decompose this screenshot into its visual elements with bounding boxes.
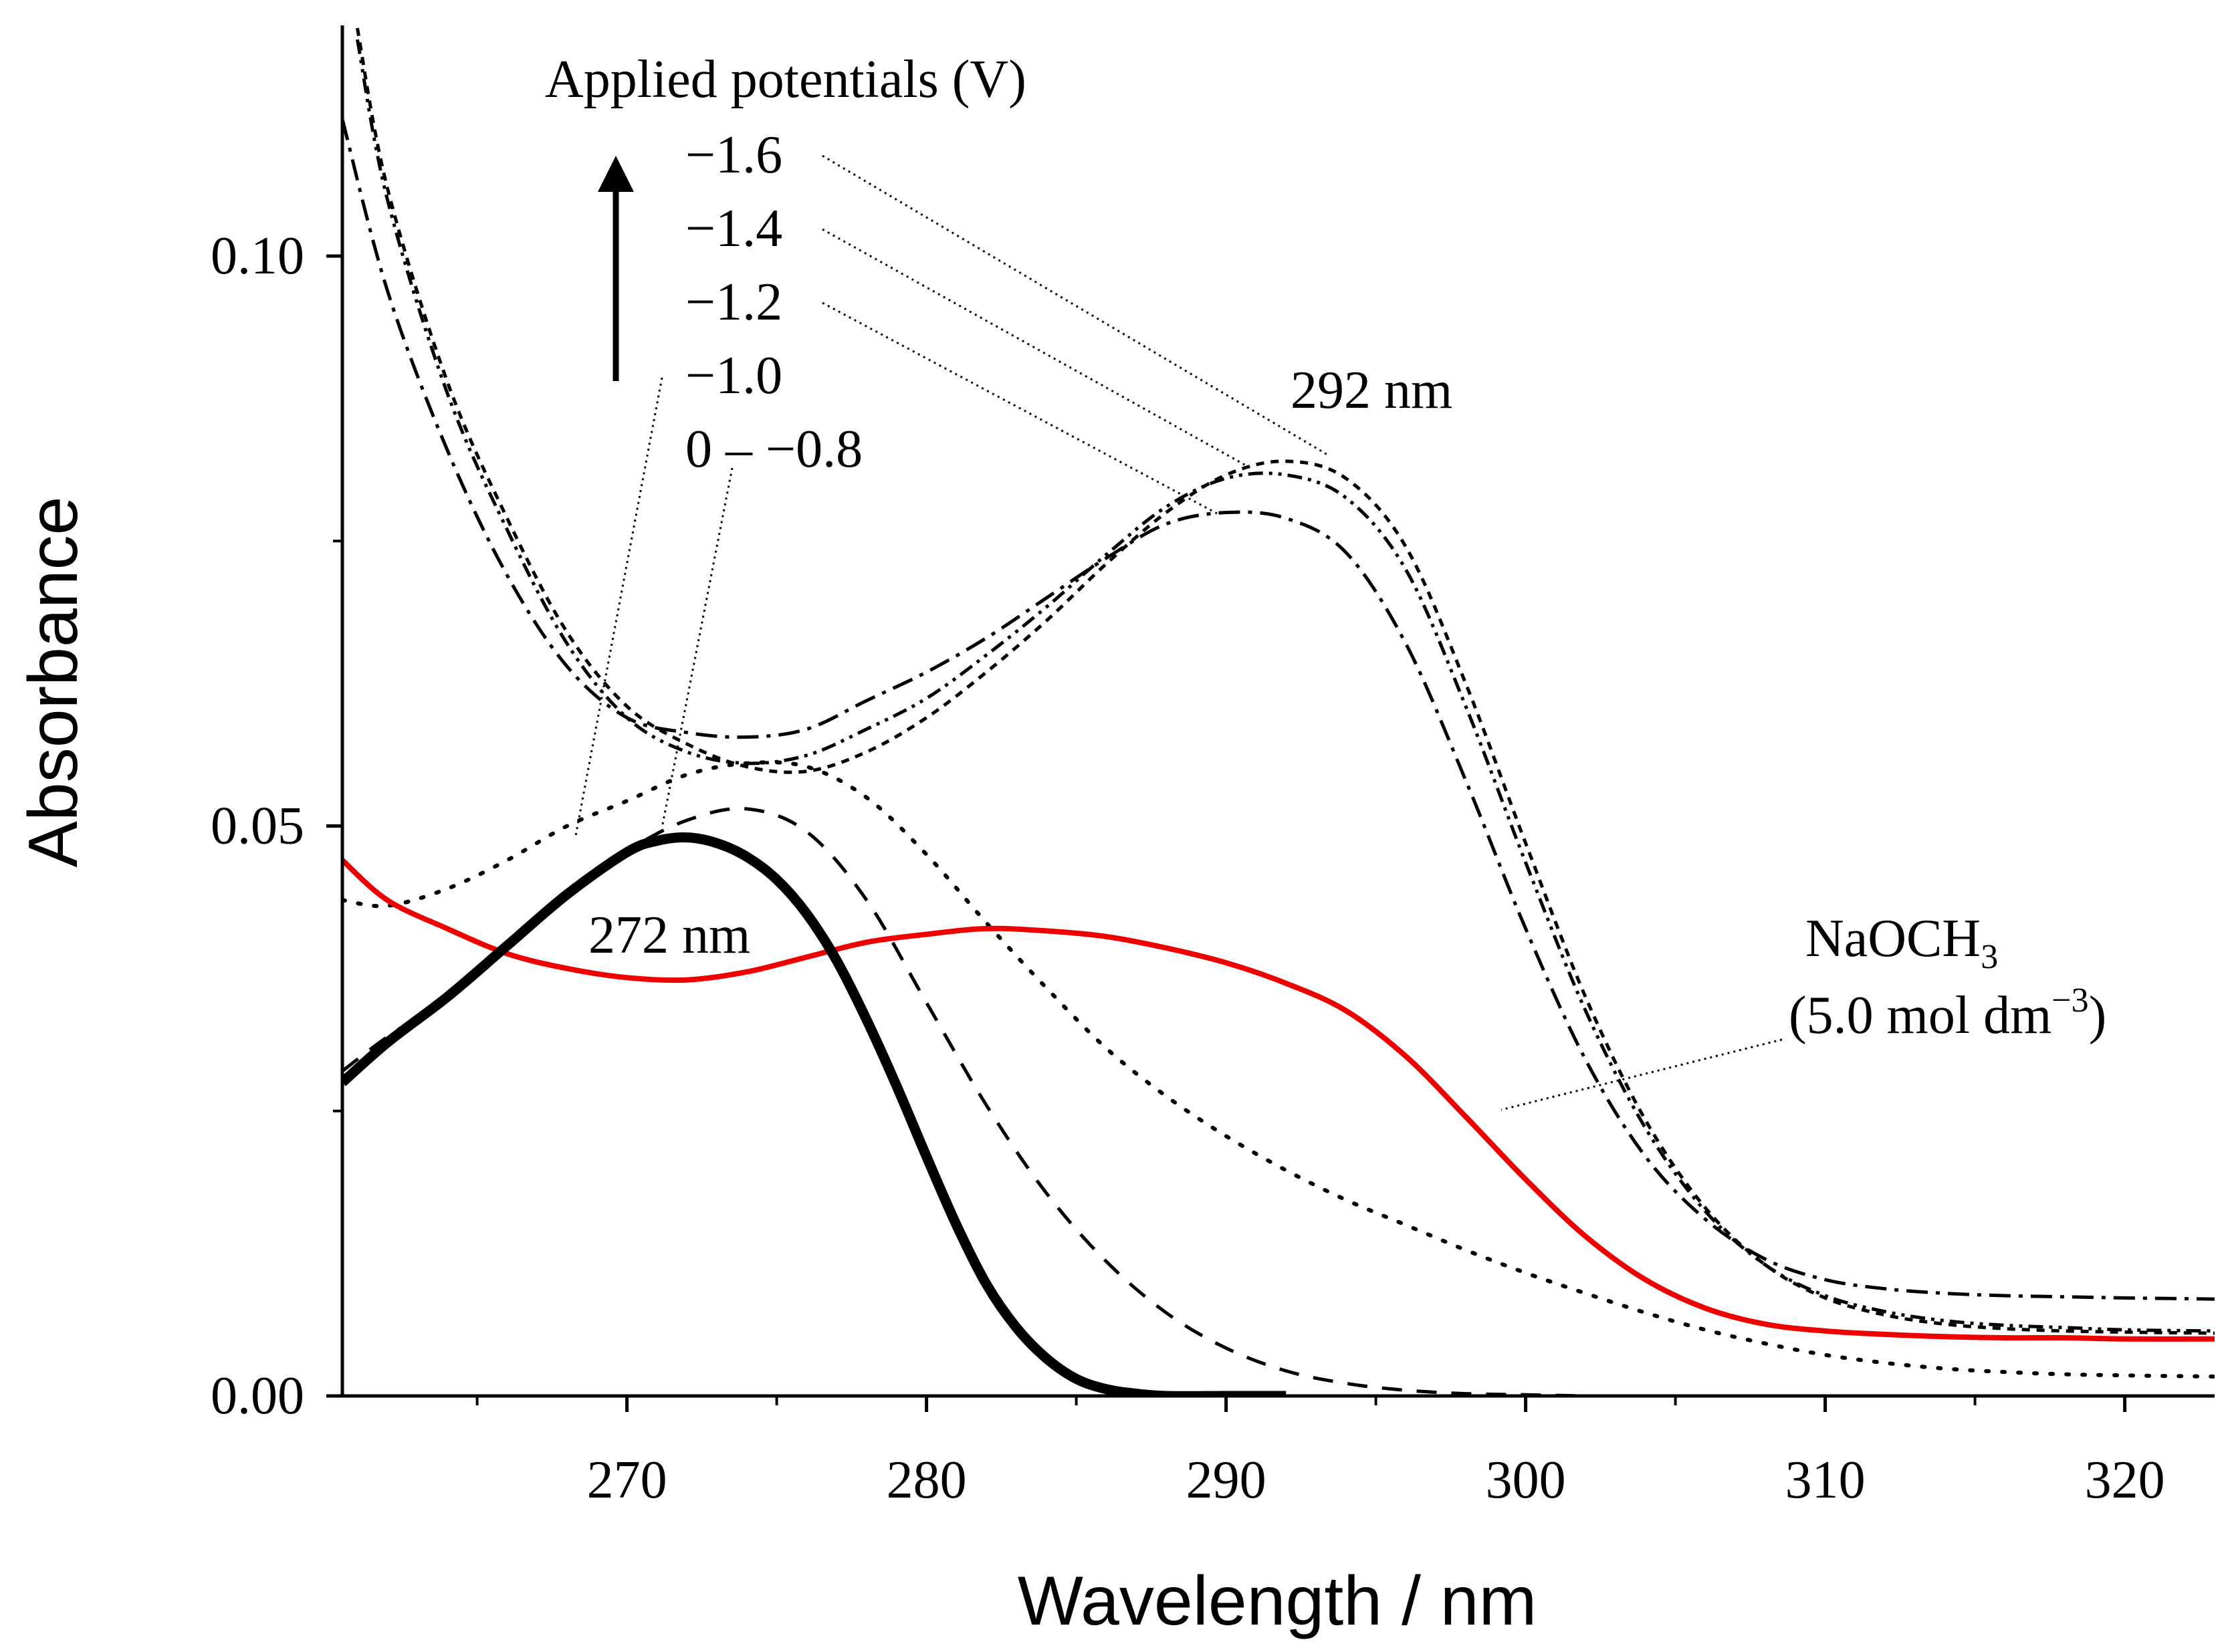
naoch3-subscript: 3 [1981,938,1998,976]
x-tick-label: 310 [1785,1451,1866,1510]
series-line-dotted [342,760,2215,1379]
leader-line-1.4 [822,228,1251,469]
concentration-superscript: −3 [2051,981,2088,1020]
legend-entry-2: −1.4 [685,199,782,258]
x-tick-label: 280 [887,1451,967,1510]
leader-line-naoch3 [1500,1038,1783,1111]
y-tick-label: 0.00 [211,1367,304,1425]
series-line-dashed [342,806,1586,1396]
series-layer [342,27,2215,1396]
legend-title: Applied potentials (V) [545,50,1026,109]
legend-entry-5: 0 – −0.8 [685,420,863,479]
y-tick-label: 0.05 [211,797,304,856]
leader-lines [574,154,1783,1111]
annotation-272nm: 272 nm [588,906,750,965]
annotation-naoch3: NaOCH3 [1805,909,1998,976]
leader-line-0-0.8 [661,467,734,828]
annotation-292nm: 292 nm [1291,361,1452,420]
x-tick-label: 290 [1186,1451,1266,1510]
naoch3-text: NaOCH [1805,909,1981,968]
x-axis-label: Wavelength / nm [1018,1562,1537,1640]
x-tick-label: 270 [587,1451,667,1510]
series-line-solid-thick [342,832,1287,1396]
series-line-dash-dot-dot [355,39,2215,1333]
y-axis-label: Absorbance [15,496,92,867]
legend-entry-3: −1.2 [685,273,782,332]
series-line-short-dash [355,27,2215,1335]
annotation-concentration: (5.0 mol dm−3) [1789,981,2106,1045]
series-line-dash-dot [342,118,2215,1301]
ticks-layer: 270 280 290 300 310 320 0.00 0.05 0.10 [211,227,2165,1510]
leader-line-1.6 [822,154,1328,456]
leader-line-1.2 [822,302,1218,515]
legend-entry-4: −1.0 [685,346,782,405]
legend: Applied potentials (V) −1.6 −1.4 −1.2 −1… [545,50,1026,479]
leader-line-1.0 [574,377,663,840]
concentration-text: (5.0 mol dm [1789,986,2051,1045]
series-line-solid-red [342,858,2215,1342]
x-tick-label: 300 [1486,1451,1566,1510]
x-tick-label: 320 [2085,1451,2165,1510]
concentration-close: ) [2089,986,2107,1045]
legend-entry-1: −1.6 [685,126,782,185]
y-tick-label: 0.10 [211,227,304,285]
